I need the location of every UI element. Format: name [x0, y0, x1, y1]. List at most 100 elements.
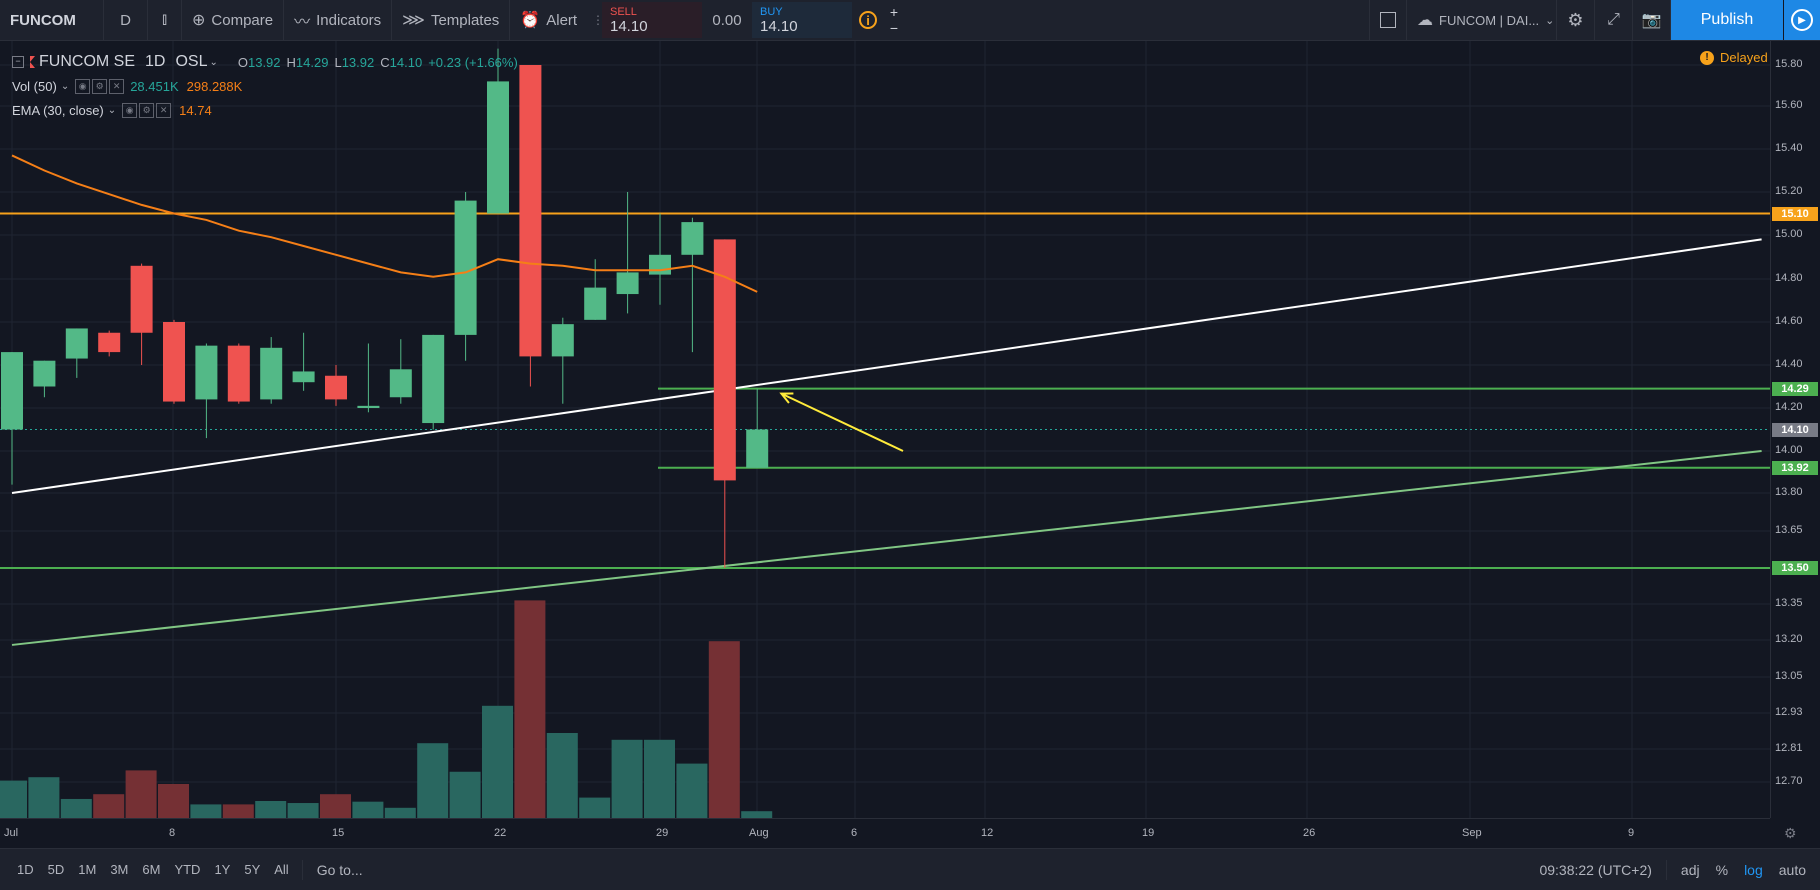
legend-symbol-row: − FUNCOM SE 1D OSL ⌄ O 13.92 H 14.29 L 13.9… [12, 50, 518, 74]
range-button-5d[interactable]: 5D [47, 862, 65, 877]
buy-label: BUY [760, 6, 783, 18]
price-tick-label: 14.20 [1775, 401, 1803, 413]
candle-body [195, 345, 218, 400]
percent-toggle[interactable]: % [1715, 861, 1729, 878]
info-button[interactable]: i [852, 2, 884, 38]
delayed-badge[interactable]: ! Delayed [1700, 50, 1768, 65]
volume-bar [708, 641, 740, 818]
volume-label[interactable]: Vol (50) [12, 78, 57, 94]
drag-handle-icon[interactable]: ⋮⋮ [592, 2, 616, 38]
indicators-button[interactable]: 〰 Indicators [284, 0, 393, 40]
auto-toggle[interactable]: auto [1778, 861, 1806, 878]
candle-body [292, 371, 315, 383]
expand-button[interactable]: ⤢ [1595, 0, 1633, 40]
eye-icon[interactable]: ◉ [75, 78, 91, 94]
candle-body [616, 272, 639, 295]
buy-button[interactable]: BUY 14.10 [752, 2, 852, 38]
settings-icon[interactable]: ⚙ [139, 102, 155, 118]
top-toolbar: FUNCOM D ⫾ ⊕ Compare 〰 Indicators ⋙ Temp… [0, 0, 1820, 41]
indicators-label: Indicators [316, 11, 382, 29]
close-value: 14.10 [389, 54, 423, 70]
price-chart[interactable] [0, 41, 1770, 818]
templates-button[interactable]: ⋙ Templates [392, 0, 511, 40]
square-icon [1380, 12, 1396, 28]
templates-icon: ⋙ [402, 12, 425, 29]
settings-button[interactable]: ⚙ [1557, 0, 1595, 40]
candle-body [584, 287, 607, 320]
plus-button[interactable]: + [889, 4, 899, 20]
volume-bar [158, 784, 189, 818]
candle-body [325, 375, 347, 400]
legend-symbol[interactable]: FUNCOM SE [39, 53, 135, 70]
price-tick-label: 12.93 [1775, 706, 1803, 718]
collapse-icon[interactable]: − [12, 56, 24, 68]
clock[interactable]: 09:38:22 (UTC+2) [1539, 861, 1652, 878]
price-badge: 15.10 [1772, 206, 1818, 221]
close-icon[interactable]: ✕ [109, 78, 125, 94]
candle-body [1, 352, 23, 430]
interval-button[interactable]: D [104, 0, 148, 40]
ema-label[interactable]: EMA (30, close) [12, 102, 104, 118]
fullscreen-toggle[interactable] [1369, 0, 1407, 40]
volume-bar [352, 801, 384, 818]
range-button-3m[interactable]: 3M [110, 862, 129, 877]
range-button-6m[interactable]: 6M [142, 862, 161, 877]
symbol-search[interactable]: FUNCOM [0, 0, 104, 40]
legend-ema-row: EMA (30, close) ⌄ ◉ ⚙ ✕ 14.74 [12, 98, 518, 122]
volume-bar [320, 794, 351, 818]
open-label: O [237, 54, 248, 70]
volume-bar [28, 777, 60, 818]
range-button-ytd[interactable]: YTD [174, 862, 201, 877]
chevron-down-icon[interactable]: ⌄ [107, 104, 117, 116]
publish-button[interactable]: Publish [1671, 0, 1783, 40]
candles-icon: ⫾ [161, 11, 168, 28]
goto-button[interactable]: Go to... [316, 861, 363, 878]
snapshot-button[interactable]: 📷 [1633, 0, 1671, 40]
plus-circle-icon: ⊕ [192, 12, 206, 29]
axis-settings-icon[interactable]: ⚙ [1784, 825, 1797, 841]
candle-body [260, 347, 283, 400]
settings-icon[interactable]: ⚙ [92, 78, 108, 94]
price-tick-label: 12.81 [1775, 742, 1803, 754]
price-tick-label: 12.70 [1775, 775, 1803, 787]
replay-button[interactable]: ▶ [1783, 0, 1820, 40]
candle-body [98, 332, 121, 353]
volume-value-2: 298.288K [186, 78, 243, 94]
range-button-1m[interactable]: 1M [78, 862, 97, 877]
alarm-clock-icon: ⏰ [520, 12, 541, 29]
sell-button[interactable]: SELL 14.10 [602, 2, 702, 38]
eye-icon[interactable]: ◉ [122, 102, 138, 118]
price-tick-label: 14.60 [1775, 315, 1803, 327]
close-icon[interactable]: ✕ [156, 102, 172, 118]
range-button-1d[interactable]: 1D [17, 862, 34, 877]
candle-body [33, 360, 56, 387]
chevron-down-icon[interactable]: ⌄ [209, 56, 218, 68]
price-tick-label: 15.40 [1775, 142, 1803, 154]
layout-dropdown[interactable]: ☁ FUNCOM | DAI... ⌄ [1407, 0, 1557, 40]
time-tick-label: 12 [981, 827, 994, 839]
price-axis[interactable]: 15.80 15.60 15.40 15.20 15.00 14.80 14.60 14.40… [1770, 41, 1820, 818]
sell-price: 14.10 [610, 18, 648, 35]
quantity-stepper[interactable]: + − [884, 2, 904, 38]
price-badge: 14.10 [1772, 422, 1818, 437]
adj-toggle[interactable]: adj [1680, 861, 1700, 878]
price-tick-label: 14.80 [1775, 272, 1803, 284]
chart-style-button[interactable]: ⫾ [148, 0, 182, 40]
volume-bar [482, 705, 513, 818]
time-tick-label: Aug [749, 827, 769, 839]
alert-button[interactable]: ⏰ Alert [510, 0, 587, 40]
price-tick-label: 13.35 [1775, 597, 1803, 609]
range-button-all[interactable]: All [274, 862, 289, 877]
trend-line [11, 238, 1762, 494]
log-toggle[interactable]: log [1744, 861, 1763, 878]
chevron-down-icon[interactable]: ⌄ [60, 80, 70, 92]
range-button-1y[interactable]: 1Y [214, 862, 231, 877]
gear-icon: ⚙ [1567, 9, 1584, 30]
time-tick-label: 22 [494, 827, 507, 839]
layout-name: FUNCOM | DAI... [1439, 12, 1540, 28]
compare-button[interactable]: ⊕ Compare [182, 0, 285, 40]
range-button-5y[interactable]: 5Y [244, 862, 261, 877]
trading-panel: ⋮⋮ SELL 14.10 0.00 BUY 14.10 i + − [592, 2, 904, 38]
time-axis[interactable]: ⚙ Jul 8 15 22 29 Aug 6 12 19 26 Sep 9 [0, 818, 1797, 849]
minus-button[interactable]: − [889, 20, 899, 36]
